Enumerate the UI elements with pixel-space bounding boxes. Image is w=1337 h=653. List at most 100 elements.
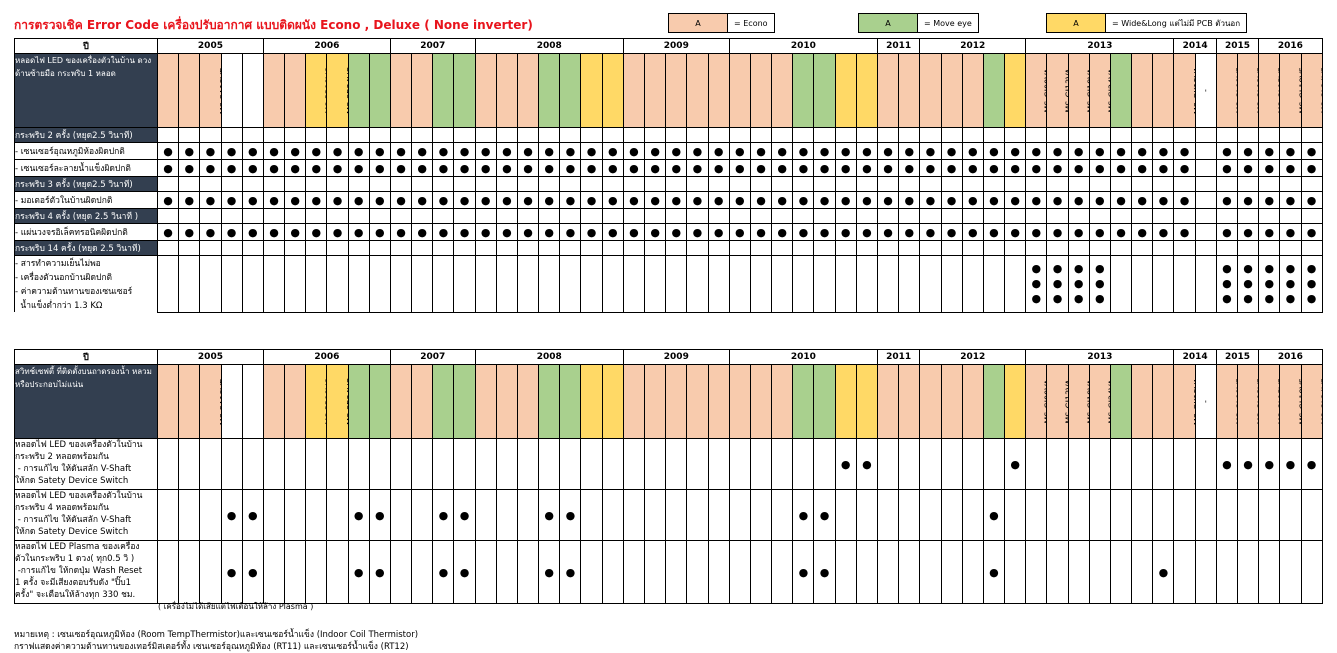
mark-cell: ●	[390, 160, 411, 177]
mark-cell: ●	[666, 143, 687, 160]
year-header: 2005	[158, 350, 264, 365]
mark-cell: ●	[983, 541, 1004, 604]
model-header: MS-PB18VC	[306, 54, 327, 128]
note-line-2: กราฟแสดงค่าความต้านทานของเทอร์มิสเตอร์ทั…	[14, 639, 409, 653]
model-header: MS-SGF09VC	[729, 54, 750, 128]
empty-cell	[348, 241, 369, 256]
empty-cell	[1110, 209, 1131, 224]
empty-cell	[983, 241, 1004, 256]
model-header: MS-SGD09VC	[475, 54, 496, 128]
description-line: หลอดไฟ LED ของเครื่องตัวในบ้าน	[15, 439, 157, 451]
mark-cell: ●	[390, 192, 411, 209]
empty-cell	[454, 128, 475, 143]
empty-cell	[560, 241, 581, 256]
mark-cell: ●	[560, 490, 581, 541]
mark-cell: ●	[645, 192, 666, 209]
mark-cell: ●	[708, 192, 729, 209]
mark-cell: ●	[623, 224, 644, 241]
mark-cell: ●	[242, 192, 263, 209]
mark-cell	[878, 256, 899, 313]
mark-cell: ●	[158, 224, 179, 241]
model-header: -	[1195, 54, 1216, 128]
mark-cell: ●	[1005, 143, 1026, 160]
mark-cell	[1026, 541, 1047, 604]
mark-cell	[1195, 439, 1216, 490]
mark-cell	[412, 439, 433, 490]
mark-cell	[835, 256, 856, 313]
mark-cell: ●	[687, 192, 708, 209]
mark-cell: ●●●	[1216, 256, 1237, 313]
empty-cell	[1153, 177, 1174, 192]
empty-cell	[1026, 241, 1047, 256]
mark-cell: ●	[835, 160, 856, 177]
model-header: MS-SFH13VC	[983, 54, 1004, 128]
mark-cell	[1153, 256, 1174, 313]
mark-cell: ●	[306, 143, 327, 160]
mark-cell: ●	[814, 224, 835, 241]
mark-cell	[1174, 256, 1195, 313]
year-header: 2011	[878, 39, 920, 54]
mark-cell: ●	[835, 143, 856, 160]
model-header: MS-GJ18VA	[1068, 365, 1089, 439]
empty-cell	[412, 128, 433, 143]
mark-cell: ●	[1280, 192, 1301, 209]
mark-cell	[1174, 439, 1195, 490]
mark-cell	[200, 256, 221, 313]
empty-cell	[560, 209, 581, 224]
mark-cell: ●	[941, 143, 962, 160]
mark-cell	[179, 256, 200, 313]
model-header: MS-SB24VC	[327, 54, 348, 128]
mark-cell	[856, 490, 877, 541]
mark-cell	[602, 490, 623, 541]
mark-cell	[1132, 256, 1153, 313]
model-header: MS-SGH18VC	[962, 54, 983, 128]
mark-cell: ●	[1089, 143, 1110, 160]
empty-cell	[560, 177, 581, 192]
mark-cell: ●	[242, 490, 263, 541]
empty-cell	[433, 209, 454, 224]
description-line: หลอดไฟ LED ของเครื่องตัวในบ้าน	[15, 490, 157, 502]
mark-cell: ●	[369, 143, 390, 160]
mark-cell: ●	[1068, 143, 1089, 160]
model-header: MS-SFD18VC	[581, 54, 602, 128]
mark-cell: ●●●	[1259, 256, 1280, 313]
mark-cell	[602, 541, 623, 604]
mark-cell: ●	[814, 160, 835, 177]
empty-cell	[1301, 128, 1322, 143]
empty-cell	[878, 209, 899, 224]
mark-cell: ●	[878, 143, 899, 160]
empty-cell	[242, 209, 263, 224]
year-header: 2007	[390, 350, 475, 365]
mark-cell	[920, 256, 941, 313]
mark-cell: ●	[1238, 224, 1259, 241]
mark-cell	[962, 541, 983, 604]
model-header: MS-SGH09VC	[920, 365, 941, 439]
mark-cell: ●	[1005, 439, 1026, 490]
mark-cell: ●	[793, 160, 814, 177]
model-header: MS-FH13VC	[1110, 54, 1131, 128]
empty-cell	[962, 177, 983, 192]
empty-cell	[1153, 241, 1174, 256]
empty-cell	[835, 177, 856, 192]
mark-cell	[962, 490, 983, 541]
model-header: MS-SFA13VC	[242, 54, 263, 128]
mark-cell: ●	[1174, 160, 1195, 177]
mark-cell	[983, 439, 1004, 490]
mark-cell	[793, 439, 814, 490]
mark-cell: ●	[835, 192, 856, 209]
empty-cell	[1026, 209, 1047, 224]
empty-cell	[454, 209, 475, 224]
mark-cell	[602, 256, 623, 313]
model-header: -	[1195, 365, 1216, 439]
mark-cell	[475, 490, 496, 541]
mark-cell: ●	[1153, 143, 1174, 160]
description-line: ตัวในกระพริบ 1 ดวง( ทุก0.5 วิ )	[15, 553, 157, 565]
mark-cell	[899, 490, 920, 541]
mark-cell	[814, 256, 835, 313]
mark-cell: ●	[1259, 160, 1280, 177]
model-header: MS-SFD13VC	[560, 365, 581, 439]
mark-cell	[962, 439, 983, 490]
mark-cell	[772, 439, 793, 490]
mark-cell: ●	[242, 541, 263, 604]
mark-cell: ●	[560, 143, 581, 160]
